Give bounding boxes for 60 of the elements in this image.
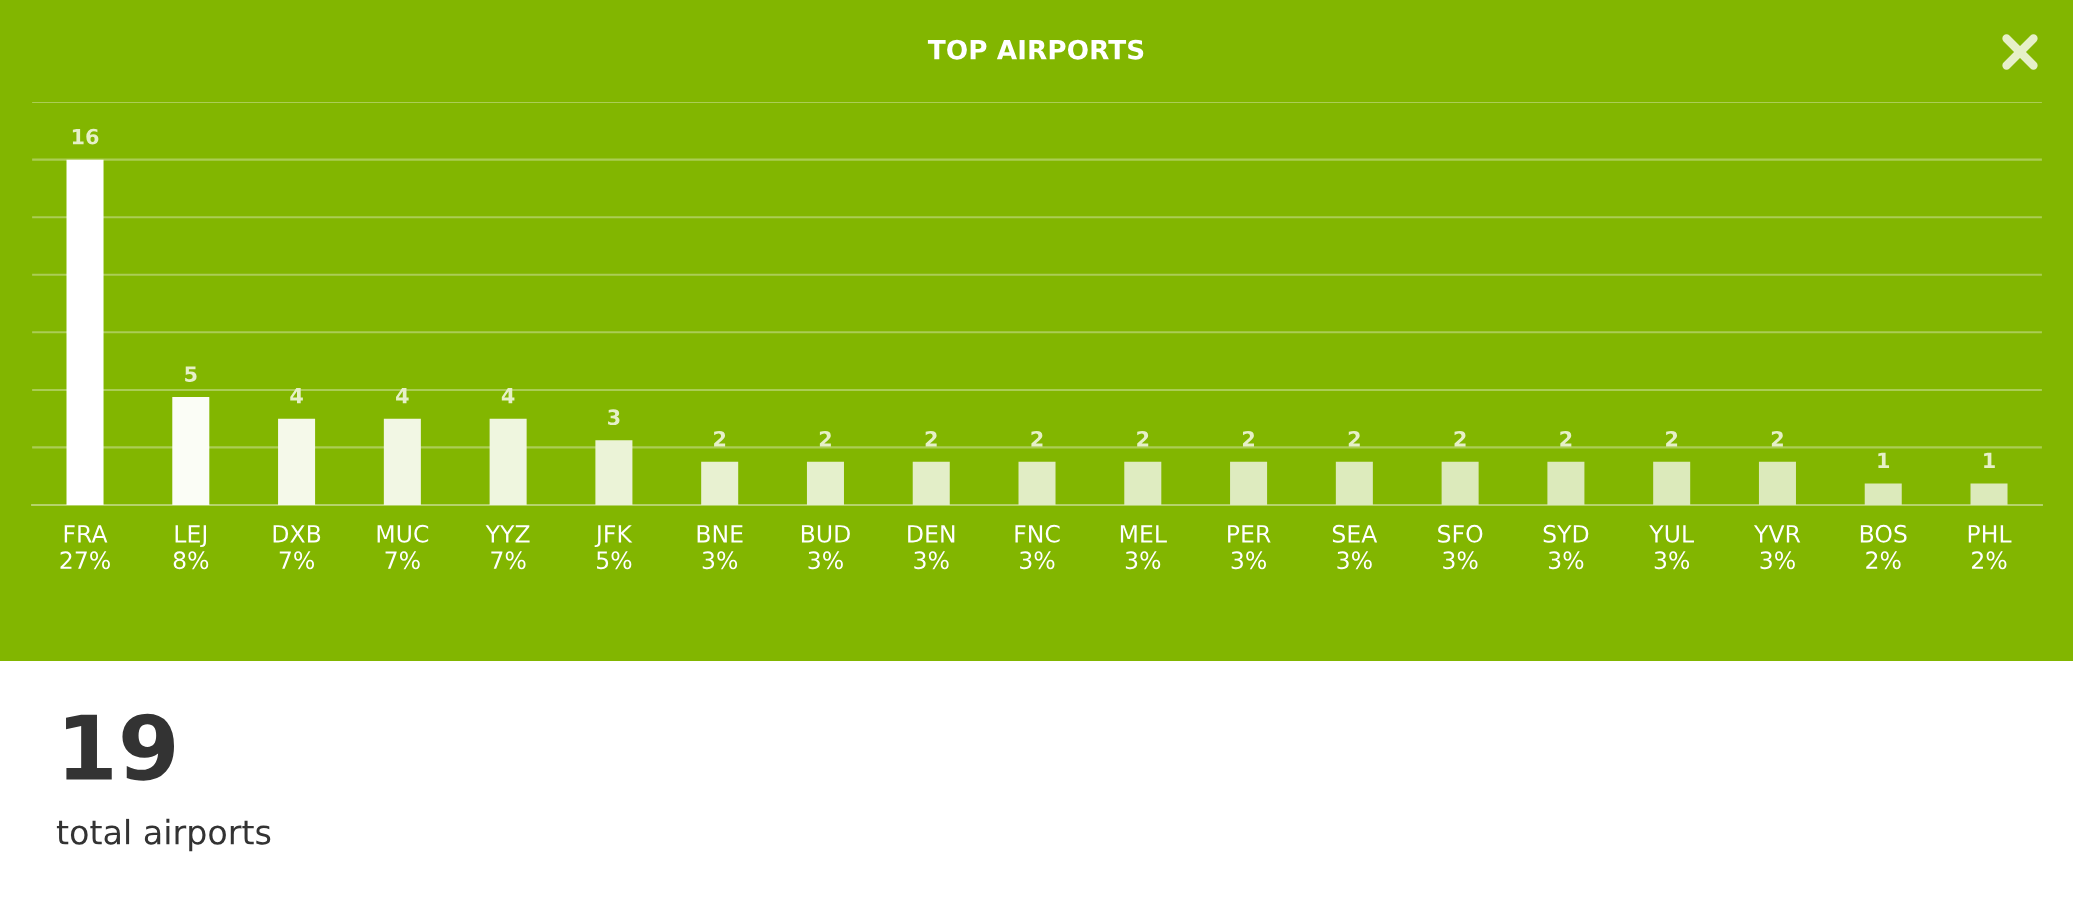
data-label: 5 (185, 366, 197, 382)
chart-title: TOP AIRPORTS (927, 39, 1144, 60)
data-label: 2 (1666, 430, 1678, 447)
bar (1230, 461, 1268, 505)
data-label: 4 (396, 388, 409, 404)
bar (1124, 461, 1162, 505)
bar (172, 397, 210, 505)
data-label: 16 (72, 128, 99, 145)
data-label: 2 (1031, 430, 1043, 447)
data-label: 2 (1771, 430, 1783, 447)
x-tick-label: MEL 3% (1120, 525, 1167, 570)
x-tick-label: YVR 3% (1753, 525, 1801, 570)
bar (701, 461, 739, 505)
bar (1970, 483, 2008, 505)
x-tick-label: SEA 3% (1332, 524, 1378, 570)
data-label: 1 (1878, 452, 1890, 468)
data-label: 2 (1348, 430, 1360, 447)
data-label: 4 (290, 388, 303, 404)
bar (383, 418, 421, 505)
x-tick-label: MUC 7% (377, 524, 429, 570)
x-tick-label: PHL 2% (1968, 525, 2012, 570)
bar (1018, 461, 1056, 505)
bar (1335, 461, 1373, 505)
data-label: 1 (1984, 452, 1995, 468)
x-tick-label: LEJ 8% (173, 525, 209, 570)
bar (1758, 461, 1796, 505)
x-tick-label: PER 3% (1228, 525, 1271, 570)
x-tick-label: FNC 3% (1015, 524, 1060, 570)
x-tick-label: DXB 7% (273, 525, 321, 570)
x-tick-label: YUL 3% (1649, 525, 1694, 570)
x-tick-label: BUD 3% (801, 525, 850, 570)
bar (1441, 461, 1479, 505)
data-label: 2 (714, 430, 726, 447)
bar (66, 159, 104, 505)
x-tick-label: SFO 3% (1438, 524, 1483, 570)
text: total airports (56, 818, 271, 852)
data-label: 2 (1560, 430, 1572, 447)
text: 19 (66, 713, 175, 781)
bar (489, 418, 527, 505)
bar (1864, 483, 1902, 505)
bar (1547, 461, 1585, 505)
data-label: 2 (819, 430, 831, 447)
x-tick-label: FRA 27% (60, 525, 110, 570)
bar (1653, 461, 1691, 505)
bar (595, 440, 633, 505)
x-tick-label: SYD 3% (1543, 524, 1589, 570)
bar (912, 461, 950, 505)
data-label: 4 (501, 388, 515, 404)
bar (278, 418, 316, 505)
x-tick-label: BOS 2% (1860, 524, 1907, 570)
x-tick-label: YYZ 7% (485, 525, 530, 570)
data-label: 2 (925, 430, 937, 447)
x-tick-label: DEN 3% (908, 525, 955, 570)
data-label: 2 (1242, 430, 1255, 447)
data-label: 3 (608, 409, 620, 426)
data-label: 2 (1454, 430, 1466, 447)
x-tick-label: BNE 3% (697, 525, 743, 570)
bar (806, 461, 844, 505)
data-label: 2 (1137, 430, 1149, 447)
x-tick-label: JFK 5% (594, 525, 633, 570)
